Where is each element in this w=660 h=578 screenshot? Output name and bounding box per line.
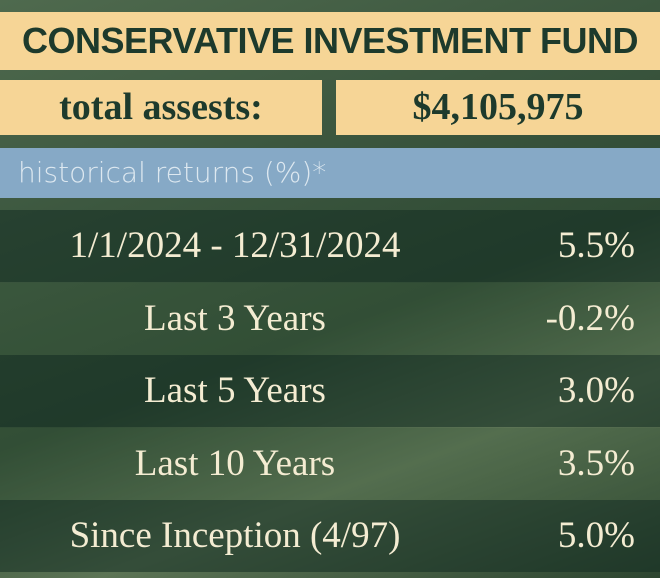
period: Last 10 Years — [134, 442, 336, 484]
return: 3.5% — [557, 442, 635, 484]
table-row: 1/1/2024 - 12/31/2024 5.5% — [0, 210, 660, 282]
assets-label: total assests: — [0, 80, 322, 135]
return: 5.0% — [557, 515, 635, 556]
table-row: Since Inception (4/97) 5.0% — [0, 500, 660, 572]
return: -0.2% — [545, 297, 635, 339]
period: 1/1/2024 - 12/31/2024 — [69, 225, 401, 266]
return: 5.5% — [557, 225, 635, 266]
title: CONSERVATIVE INVESTMENT FUND — [0, 12, 660, 70]
period: Last 5 Years — [144, 370, 326, 411]
section-title: historical returns (%)* — [0, 148, 660, 198]
table-row: Last 5 Years 3.0% — [0, 355, 660, 427]
period: Since Inception (4/97) — [69, 515, 401, 556]
return: 3.0% — [557, 370, 635, 411]
assets-value: $4,105,975 — [336, 80, 660, 135]
table-row: Last 3 Years -0.2% — [0, 282, 660, 355]
table-row: Last 10 Years 3.5% — [0, 427, 660, 500]
period: Last 3 Years — [144, 297, 326, 339]
